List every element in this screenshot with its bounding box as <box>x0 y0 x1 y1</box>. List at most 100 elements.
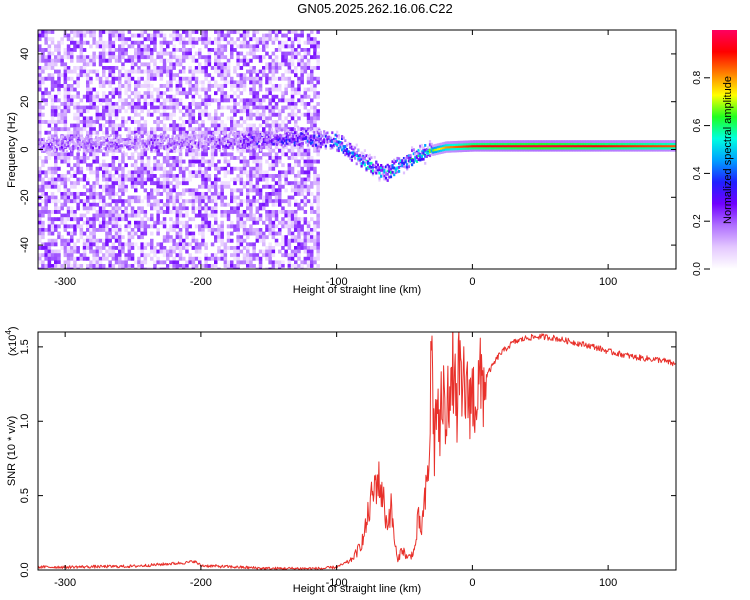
spectrogram-noise-cell <box>207 166 212 171</box>
spectrogram-noise-cell <box>153 33 157 38</box>
spectrogram-noise-cell <box>111 80 116 85</box>
spectrogram-noise-cell <box>137 44 141 49</box>
spectrogram-noise-cell <box>217 116 221 121</box>
spectrogram-noise-cell <box>194 76 199 81</box>
spectrogram-noise-cell <box>194 238 199 243</box>
spectrogram-noise-cell <box>281 253 285 258</box>
spectrogram-noise-cell <box>310 55 314 60</box>
spectrogram-noise-cell <box>92 148 96 153</box>
spectrogram-noise-cell <box>89 62 93 67</box>
spectrogram-noise-cell <box>159 40 164 45</box>
spectrogram-noise-cell <box>223 148 228 153</box>
spectrogram-noise-cell <box>239 159 244 164</box>
spectrogram-signal-cell <box>368 166 371 170</box>
spectrogram-noise-cell <box>262 177 266 182</box>
spectrogram-noise-cell <box>137 235 141 240</box>
spectrogram-signal-cell <box>380 175 383 178</box>
spectrogram-noise-cell <box>60 217 64 222</box>
spectrogram-noise-cell <box>121 102 125 106</box>
spectrogram-noise-cell <box>287 264 292 268</box>
spectrogram-noise-cell <box>105 76 109 81</box>
spectrogram-noise-cell <box>108 80 112 85</box>
spectrogram-signal-cell <box>404 165 407 169</box>
spectrogram-signal-cell <box>228 132 231 136</box>
spectrogram-noise-cell <box>252 228 256 232</box>
spectrogram-noise-cell <box>134 109 138 114</box>
spectrogram-noise-cell <box>223 134 228 139</box>
spectrogram-noise-cell <box>118 127 122 132</box>
spectrogram-noise-cell <box>217 51 221 56</box>
spectrogram-signal-cell <box>363 149 366 152</box>
spectrogram-signal-cell <box>376 169 379 173</box>
spectrogram-noise-cell <box>140 84 144 88</box>
spectrogram-noise-cell <box>118 76 122 81</box>
spectrogram-noise-cell <box>146 192 151 196</box>
spectrogram-noise-cell <box>239 217 244 222</box>
spectrogram-noise-cell <box>63 76 68 81</box>
spectrogram-noise-cell <box>220 73 224 78</box>
spectrogram-noise-cell <box>89 184 93 189</box>
spectrogram-noise-cell <box>300 94 304 99</box>
spectrogram-noise-cell <box>153 37 157 42</box>
spectrogram-noise-cell <box>201 238 205 243</box>
spectrogram-noise-cell <box>310 37 314 42</box>
spectrogram-noise-cell <box>249 37 253 42</box>
spectrogram-noise-cell <box>182 30 186 34</box>
spectrogram-noise-cell <box>172 76 176 81</box>
spectrogram-noise-cell <box>268 174 272 178</box>
spectrogram-signal-cell <box>130 136 133 139</box>
spectrogram-noise-cell <box>290 217 295 222</box>
spectrogram-noise-cell <box>300 192 304 196</box>
spectrogram-signal-cell <box>227 139 230 143</box>
spectrogram-noise-cell <box>57 44 61 49</box>
spectrogram-noise-cell <box>105 177 109 182</box>
spectrogram-noise-cell <box>169 94 173 99</box>
spectrogram-noise-cell <box>290 141 295 146</box>
spectrogram-noise-cell <box>185 181 189 186</box>
spectrogram-noise-cell <box>262 170 266 175</box>
spectrogram-noise-cell <box>140 127 144 132</box>
spectrogram-noise-cell <box>185 148 189 153</box>
spectrogram-signal-cell <box>308 138 311 142</box>
spectrogram-noise-cell <box>102 109 106 114</box>
spectrogram-noise-cell <box>162 62 167 67</box>
spectrogram-noise-cell <box>60 242 64 247</box>
spectrogram-noise-cell <box>95 109 100 114</box>
spectrogram-noise-cell <box>255 44 260 49</box>
spectrogram-noise-cell <box>191 69 196 74</box>
spectrogram-noise-cell <box>166 174 170 178</box>
spectrogram-noise-cell <box>204 195 208 200</box>
spectrogram-signal-cell <box>290 134 293 138</box>
spectrogram-noise-cell <box>258 213 263 218</box>
spectrogram-noise-cell <box>57 166 61 171</box>
spectrogram-signal-cell <box>233 131 236 135</box>
spectrogram-noise-cell <box>242 44 247 49</box>
spectrogram-noise-cell <box>54 94 58 99</box>
spectrogram-noise-cell <box>140 76 144 81</box>
spectrogram-noise-cell <box>185 55 189 60</box>
spectrogram-noise-cell <box>89 127 93 132</box>
spectrogram-noise-cell <box>182 91 186 96</box>
spectrogram-noise-cell <box>137 213 141 218</box>
spectrogram-noise-cell <box>47 253 52 258</box>
spectrogram-noise-cell <box>50 224 55 229</box>
spectrogram-signal-cell <box>305 129 308 133</box>
spectrogram-noise-cell <box>294 102 298 106</box>
spectrogram-noise-cell <box>204 73 208 78</box>
spectrogram-noise-cell <box>262 130 266 135</box>
spectrogram-noise-cell <box>220 44 224 49</box>
spectrogram-noise-cell <box>73 260 77 265</box>
spectrogram-signal-cell <box>267 138 270 141</box>
spectrogram-noise-cell <box>166 206 170 211</box>
spectrogram-signal-cell <box>196 136 199 140</box>
spectrogram-noise-cell <box>111 210 116 214</box>
spectrogram-signal-cell <box>344 139 347 143</box>
spectrogram-noise-cell <box>246 102 250 106</box>
spectrogram-noise-cell <box>175 195 180 200</box>
spectrogram-signal-cell <box>388 170 391 174</box>
spectrogram-signal-cell <box>357 148 360 152</box>
spectrogram-noise-cell <box>114 91 119 96</box>
spectrogram-noise-cell <box>146 37 151 42</box>
spectrogram-noise-cell <box>303 102 308 106</box>
spectrogram-signal-cell <box>150 150 153 153</box>
